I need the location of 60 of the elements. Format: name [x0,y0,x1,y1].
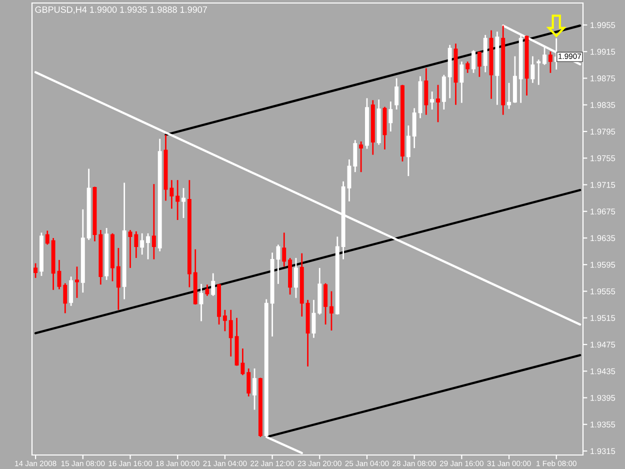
candlestick [548,50,552,74]
candlestick [353,139,358,173]
y-tick-label: 1.9875 [590,75,616,82]
candlestick [430,90,434,110]
candlestick [507,82,511,110]
y-tick-label: 1.9435 [590,368,616,374]
candlestick [170,179,174,210]
candlestick [152,183,156,260]
candlestick [436,84,440,123]
candlestick [388,100,393,132]
y-tick-label: 1.9715 [590,182,616,188]
candlestick [359,140,364,173]
candlestick [246,368,251,398]
y-tick-label: 1.9355 [590,422,616,428]
candlestick [69,276,74,307]
candlestick [424,68,428,116]
y-tick-label: 1.9595 [590,262,616,268]
candlestick [134,230,138,259]
candlestick [477,50,482,78]
candlestick [176,179,180,221]
candlestick [466,60,470,74]
y-tick-label: 1.9635 [590,235,616,242]
candlestick [211,272,216,297]
candlestick [406,124,410,177]
candlestick [312,299,316,339]
y-tick-label: 1.9675 [590,208,616,214]
candlestick [128,229,132,269]
y-tick-label: 1.9795 [590,128,616,135]
y-tick-label: 1.9955 [590,22,616,28]
candlestick [329,290,334,332]
candlestick [412,107,416,149]
candlestick [282,232,286,268]
candlestick [460,60,464,104]
candlestick [146,232,150,260]
y-tick-label: 1.9555 [590,288,616,294]
candlestick [324,282,328,326]
y-tick-label: 1.9835 [590,102,616,108]
candlestick [222,309,227,332]
y-tick-label: 1.9395 [590,394,616,401]
candlestick [182,187,186,219]
candlestick [472,50,476,74]
candlestick [228,309,233,358]
candlestick [536,58,541,86]
candlestick [294,257,298,299]
chart-title: GBPUSD,H4 1.9900 1.9935 1.9888 1.9907 [35,6,207,14]
y-tick-label: 1.9915 [590,48,616,55]
y-tick-label: 1.9315 [590,448,616,454]
candlestick [205,284,210,297]
candlestick [252,368,257,410]
y-tick-label: 1.9475 [590,342,616,348]
candlestick [45,230,50,246]
y-tick-label: 1.9515 [590,315,616,321]
candlestick [140,232,144,256]
candlestick [63,282,68,314]
candlestick [530,56,535,84]
candlestick [75,266,79,299]
candlestick [116,247,120,311]
candlestick [394,78,399,110]
y-tick-label: 1.9755 [590,155,616,162]
candlestick [34,262,38,279]
